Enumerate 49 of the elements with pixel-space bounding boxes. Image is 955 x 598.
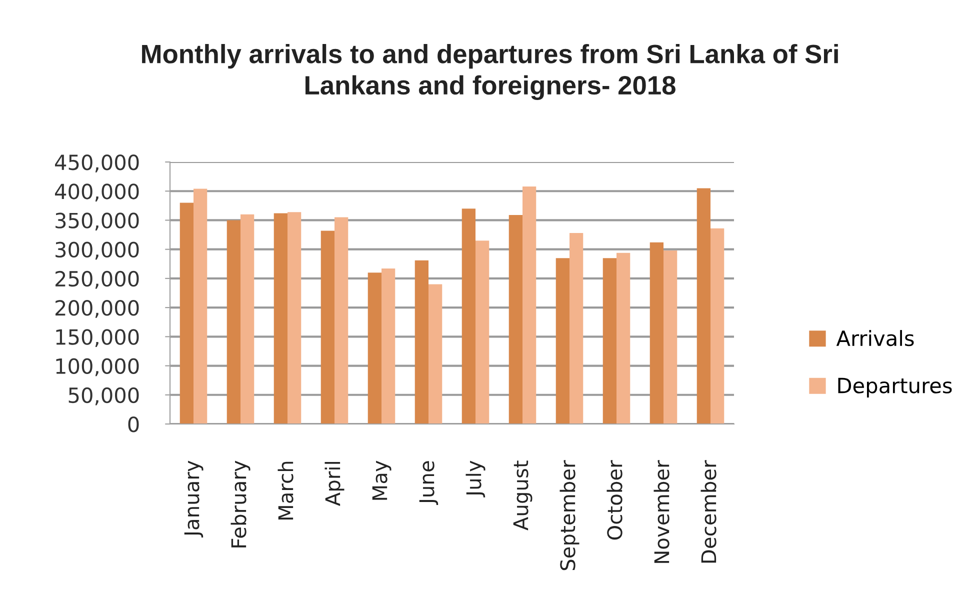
x-tick-label: August xyxy=(513,460,532,530)
bar xyxy=(194,188,208,424)
y-tick-label: 300,000 xyxy=(56,242,139,260)
bar xyxy=(382,268,396,424)
bar xyxy=(288,212,302,424)
chart-title: Monthly arrivals to and departures from Sri Lanka of Sri Lankans and foreigners- 2018 xyxy=(142,44,838,100)
legend-label: Arrivals xyxy=(836,330,914,346)
x-tick-label: June xyxy=(419,461,438,506)
bar xyxy=(476,240,490,424)
x-tick-label: January xyxy=(184,460,204,538)
bar xyxy=(428,284,442,424)
bar xyxy=(522,186,536,424)
x-tick-label: November xyxy=(654,460,670,563)
bar xyxy=(274,213,288,424)
x-tick-label: July xyxy=(466,460,486,498)
bar xyxy=(180,202,194,424)
bar xyxy=(556,258,570,424)
x-tick-label: March xyxy=(278,462,294,520)
bar xyxy=(664,250,678,424)
x-tick-label: February xyxy=(230,460,250,548)
y-tick-label: 350,000 xyxy=(56,212,139,231)
bar xyxy=(710,228,724,424)
y-tick-label: 0 xyxy=(128,416,139,432)
bar xyxy=(368,272,382,424)
bar xyxy=(508,214,522,424)
bar xyxy=(414,260,428,424)
x-tick-label: May xyxy=(372,460,392,500)
bar xyxy=(240,214,254,424)
y-tick-label: 250,000 xyxy=(56,270,139,289)
y-tick-label: 450,000 xyxy=(55,154,139,172)
legend-label: Departures xyxy=(838,378,952,398)
x-tick-label: April xyxy=(324,462,344,506)
bar xyxy=(696,188,710,424)
bar xyxy=(320,230,334,424)
y-tick-label: 200,000 xyxy=(56,300,139,318)
y-tick-label: 100,000 xyxy=(56,358,139,376)
x-tick-label: October xyxy=(606,460,622,540)
bar xyxy=(650,242,664,424)
y-tick-label: 400,000 xyxy=(55,184,139,202)
y-tick-label: 50,000 xyxy=(68,387,139,406)
bar xyxy=(462,208,476,424)
x-tick-label: September xyxy=(560,460,580,570)
x-tick-label: December xyxy=(700,460,716,563)
bar xyxy=(226,220,240,424)
bar xyxy=(334,217,348,424)
bar xyxy=(602,258,616,424)
y-tick-label: 150,000 xyxy=(56,329,139,348)
bar xyxy=(570,233,584,424)
bar xyxy=(616,252,630,424)
